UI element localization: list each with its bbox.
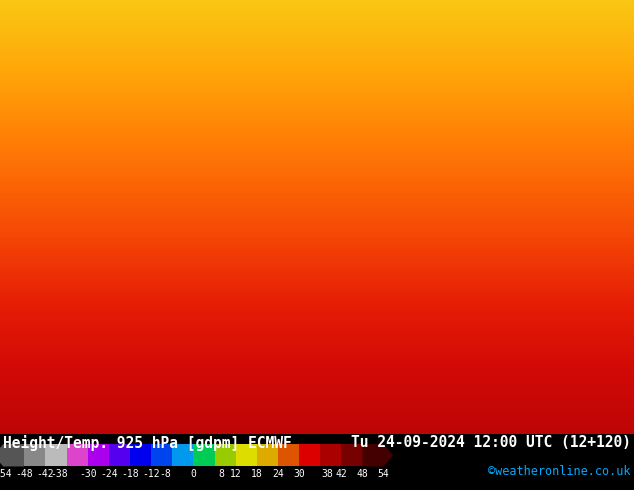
Text: 30: 30 (293, 469, 305, 479)
Bar (257, 444, 278, 466)
Text: -38: -38 (51, 469, 68, 479)
Text: 0: 0 (190, 469, 197, 479)
Bar (67, 444, 88, 466)
Text: -54: -54 (0, 469, 12, 479)
Bar (214, 444, 236, 466)
Text: 38: 38 (321, 469, 333, 479)
Text: ©weatheronline.co.uk: ©weatheronline.co.uk (488, 465, 631, 478)
Bar (236, 444, 257, 466)
Bar (24, 444, 46, 466)
Text: 54: 54 (378, 469, 389, 479)
Text: 18: 18 (251, 469, 262, 479)
Bar (172, 444, 194, 466)
Text: -24: -24 (100, 469, 118, 479)
Text: -42: -42 (37, 469, 55, 479)
Text: -30: -30 (79, 469, 96, 479)
Text: 48: 48 (356, 469, 368, 479)
Text: 42: 42 (335, 469, 347, 479)
Polygon shape (0, 444, 24, 466)
Bar (193, 444, 215, 466)
Bar (151, 444, 173, 466)
Bar (299, 444, 321, 466)
Bar (341, 444, 363, 466)
Text: -8: -8 (159, 469, 171, 479)
Bar (278, 444, 300, 466)
Text: -12: -12 (142, 469, 160, 479)
Polygon shape (363, 444, 393, 466)
Bar (109, 444, 131, 466)
Text: 12: 12 (230, 469, 242, 479)
Text: 8: 8 (219, 469, 224, 479)
Bar (46, 444, 67, 466)
Bar (87, 444, 110, 466)
Text: -48: -48 (15, 469, 33, 479)
Text: 24: 24 (272, 469, 284, 479)
Text: Height/Temp. 925 hPa [gdpm] ECMWF: Height/Temp. 925 hPa [gdpm] ECMWF (3, 435, 292, 451)
Text: Tu 24-09-2024 12:00 UTC (12+120): Tu 24-09-2024 12:00 UTC (12+120) (351, 435, 631, 450)
Bar (130, 444, 152, 466)
Text: -18: -18 (121, 469, 139, 479)
Bar (320, 444, 342, 466)
